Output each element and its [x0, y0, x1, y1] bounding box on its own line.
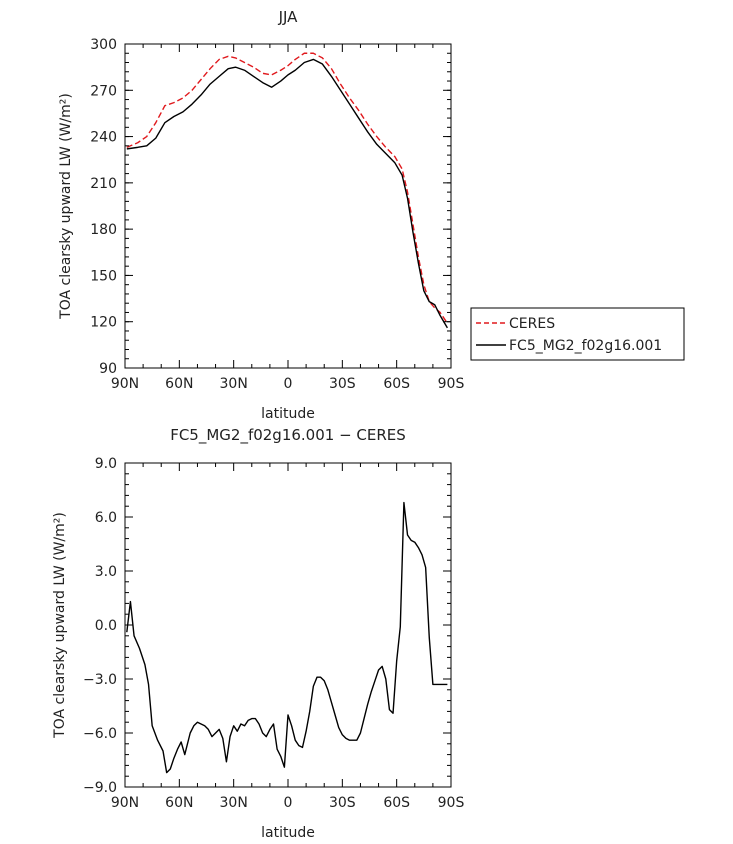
x-tick-label: 30S — [329, 795, 356, 811]
y-tick-label: −6.0 — [83, 726, 117, 742]
y-tick-label: 9.0 — [95, 456, 117, 472]
x-tick-label: 90S — [438, 376, 465, 392]
legend-box — [470, 307, 685, 361]
y-tick-label: 270 — [90, 83, 117, 99]
top-x-axis-label: latitude — [261, 406, 315, 422]
bottom-chart: FC5_MG2_f02g16.001 − CERES 90N 60N 30N 0 30S… — [52, 426, 464, 841]
series-line-ceres — [126, 52, 448, 324]
y-tick-label: −9.0 — [83, 780, 117, 796]
y-tick-label: −3.0 — [83, 672, 117, 688]
legend: CERES FC5_MG2_f02g16.001 — [470, 307, 685, 361]
bottom-y-axis-label: TOA clearsky upward LW (W/m²) — [52, 512, 68, 739]
x-tick-label: 30N — [220, 795, 248, 811]
y-tick-label: 3.0 — [95, 564, 117, 580]
bottom-chart-title: FC5_MG2_f02g16.001 − CERES — [170, 426, 406, 445]
x-tick-label: 0 — [284, 376, 293, 392]
x-tick-label: 60S — [383, 376, 410, 392]
x-tick-label: 60N — [165, 376, 193, 392]
top-chart: JJA 90N 60N 30N 0 30S 60S 90S 90 120 150 180 210 24… — [58, 8, 685, 422]
x-tick-label: 90S — [438, 795, 465, 811]
top-y-axis-label: TOA clearsky upward LW (W/m²) — [58, 93, 74, 320]
x-tick-label: 60N — [165, 795, 193, 811]
y-tick-label: 120 — [90, 315, 117, 331]
y-tick-label: 210 — [90, 176, 117, 192]
x-tick-label: 30S — [329, 376, 356, 392]
x-tick-label: 60S — [383, 795, 410, 811]
bottom-x-axis-label: latitude — [261, 825, 315, 841]
y-tick-label: 300 — [90, 37, 117, 53]
x-tick-label: 90N — [111, 376, 139, 392]
legend-model-label: FC5_MG2_f02g16.001 — [509, 338, 662, 354]
legend-ceres-label: CERES — [509, 316, 555, 332]
y-tick-label: 150 — [90, 268, 117, 284]
top-chart-title: JJA — [278, 8, 299, 26]
series-line-difference — [126, 501, 448, 774]
y-tick-label: 0.0 — [95, 618, 117, 634]
x-tick-label: 0 — [284, 795, 293, 811]
y-tick-label: 180 — [90, 222, 117, 238]
series-line-fc5-mg2-f02g16-001 — [126, 58, 448, 329]
x-tick-label: 30N — [220, 376, 248, 392]
top-plot-frame — [124, 43, 452, 369]
y-tick-label: 6.0 — [95, 510, 117, 526]
bottom-plot-frame — [124, 462, 452, 788]
y-tick-label: 90 — [99, 361, 117, 377]
y-tick-label: 240 — [90, 130, 117, 146]
x-tick-label: 90N — [111, 795, 139, 811]
